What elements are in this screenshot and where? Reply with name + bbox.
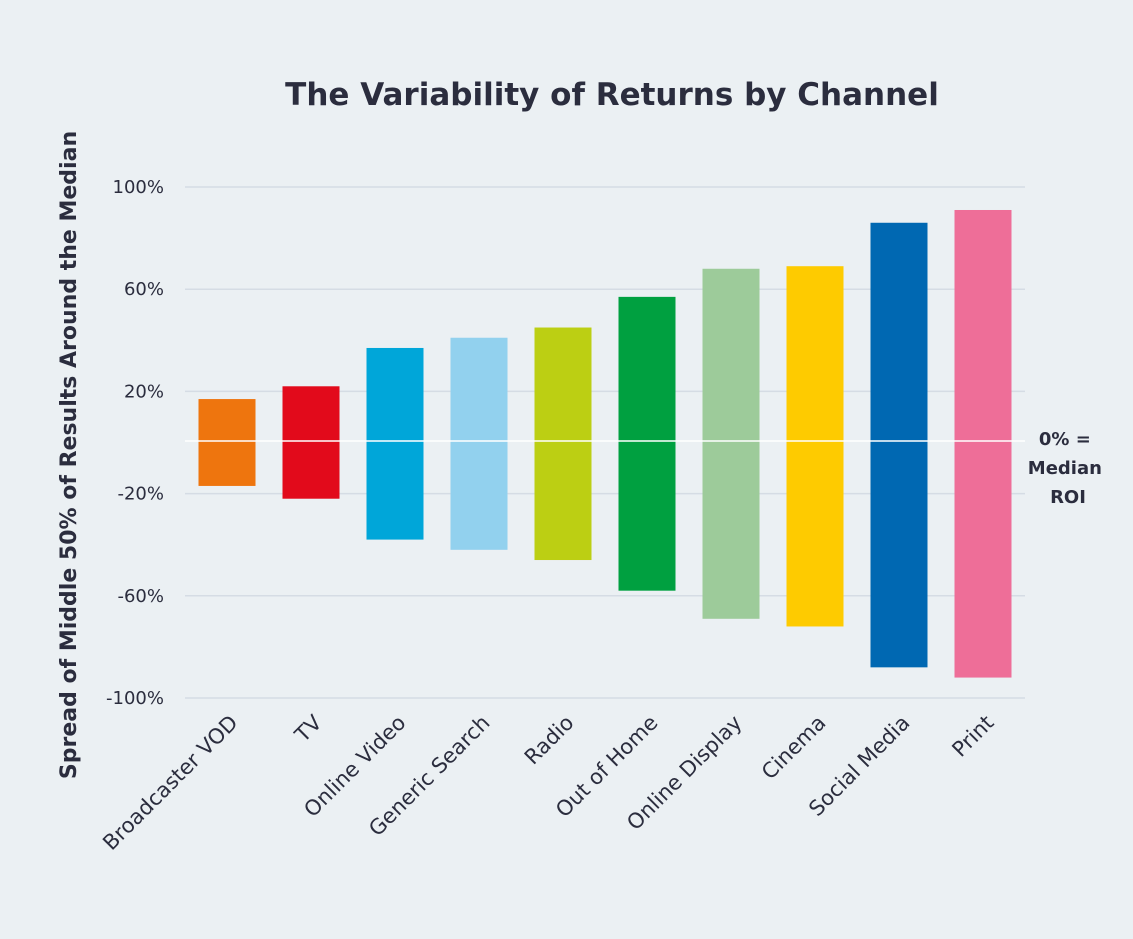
median-annotation-line-3: ROI [1050, 487, 1086, 508]
bar-social-media [870, 222, 928, 668]
median-annotation: 0% = Median ROI [1028, 429, 1108, 508]
bar-online-video [366, 347, 424, 540]
x-tick-label: Print [947, 711, 998, 762]
x-tick-label: TV [290, 710, 327, 747]
y-tick-label: -100% [106, 688, 164, 709]
bar-online-display [702, 268, 760, 619]
bar-broadcaster-vod [198, 399, 256, 486]
y-tick-label: -20% [117, 484, 164, 505]
y-tick-label: 100% [113, 177, 164, 198]
median-annotation-line-1: 0% = [1039, 429, 1091, 450]
y-tick-labels: 100% 60% 20% -20% -60% -100% [106, 177, 164, 709]
y-tick-label: -60% [117, 586, 164, 607]
x-tick-label: Radio [520, 711, 579, 770]
x-tick-label: Cinema [757, 711, 831, 785]
bar-tv [282, 386, 340, 499]
bar-cinema [786, 266, 844, 627]
bar-print [954, 209, 1012, 678]
chart-title: The Variability of Returns by Channel [285, 77, 939, 113]
y-axis-label: Spread of Middle 50% of Results Around t… [57, 131, 82, 779]
x-tick-label: Broadcaster VOD [98, 711, 242, 855]
bar-radio [534, 327, 592, 561]
bar-out-of-home [618, 296, 676, 591]
median-annotation-line-2: Median [1028, 458, 1102, 479]
y-tick-label: 20% [124, 381, 164, 402]
y-tick-label: 60% [124, 279, 164, 300]
bar-generic-search [450, 337, 508, 550]
bars [198, 209, 1012, 678]
